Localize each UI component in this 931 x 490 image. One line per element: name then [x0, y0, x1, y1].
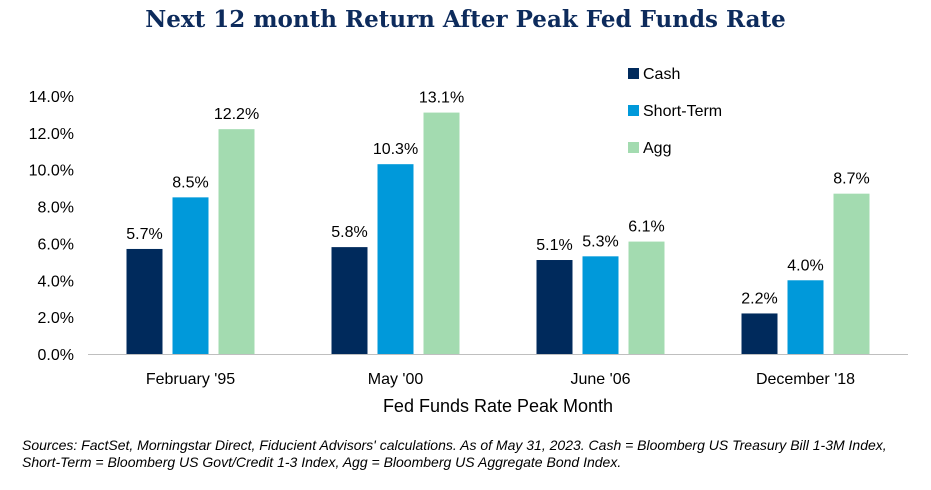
data-label: 6.1%: [628, 219, 664, 236]
data-label: 12.2%: [214, 106, 259, 123]
footnote: Sources: FactSet, Morningstar Direct, Fi…: [22, 437, 887, 470]
bar-short-term: [172, 197, 209, 354]
bar-cash: [741, 313, 778, 354]
legend-label: Agg: [643, 140, 671, 157]
y-tick-label: 0.0%: [38, 347, 74, 364]
y-tick-label: 8.0%: [38, 200, 74, 217]
bar-cash: [331, 247, 368, 354]
bar-short-term: [787, 280, 824, 354]
bar-short-term: [377, 164, 414, 354]
data-label: 4.0%: [787, 257, 823, 274]
data-label: 5.8%: [331, 224, 367, 241]
data-label: 13.1%: [419, 90, 464, 107]
data-label: 5.7%: [126, 226, 162, 243]
data-label: 8.7%: [833, 171, 869, 188]
x-axis-title: Fed Funds Rate Peak Month: [383, 396, 613, 416]
legend-label: Cash: [643, 66, 680, 83]
data-label: 10.3%: [373, 141, 418, 158]
y-axis: 0.0% 2.0% 4.0% 6.0% 8.0% 10.0% 12.0% 14.0%: [29, 89, 74, 364]
bar-cash: [126, 248, 163, 354]
y-tick-label: 14.0%: [29, 89, 74, 106]
legend-swatch: [628, 105, 639, 116]
bar-short-term: [582, 256, 619, 354]
bar-agg: [218, 129, 255, 354]
chart-title: Next 12 month Return After Peak Fed Fund…: [145, 6, 786, 33]
legend: Cash Short-Term Agg: [628, 66, 722, 157]
y-tick-label: 4.0%: [38, 273, 74, 290]
bar-cash: [536, 260, 573, 354]
legend-swatch: [628, 68, 639, 79]
y-tick-label: 12.0%: [29, 126, 74, 143]
bar-agg: [628, 241, 665, 354]
bar-chart: 0.0% 2.0% 4.0% 6.0% 8.0% 10.0% 12.0% 14.0% 5.7%…: [29, 66, 908, 416]
x-category-label: May '00: [368, 371, 424, 388]
x-category-label: June '06: [571, 371, 631, 388]
data-label: 8.5%: [172, 174, 208, 191]
bars: 5.7% 8.5% 12.2% 5.8% 10.3% 13.1% 5.1% 5.3% 6.1% 2…: [126, 90, 870, 354]
x-category-label: December '18: [756, 371, 855, 388]
x-category-label: February '95: [146, 371, 235, 388]
y-tick-label: 10.0%: [29, 163, 74, 180]
legend-swatch: [628, 142, 639, 153]
legend-label: Short-Term: [643, 103, 722, 120]
data-label: 2.2%: [741, 290, 777, 307]
data-label: 5.1%: [536, 237, 572, 254]
data-label: 5.3%: [582, 233, 618, 250]
y-tick-label: 2.0%: [38, 310, 74, 327]
y-tick-label: 6.0%: [38, 236, 74, 253]
x-axis: February '95 May '00 June '06 December '18: [88, 354, 908, 388]
bar-agg: [423, 112, 460, 354]
bar-agg: [833, 193, 870, 354]
